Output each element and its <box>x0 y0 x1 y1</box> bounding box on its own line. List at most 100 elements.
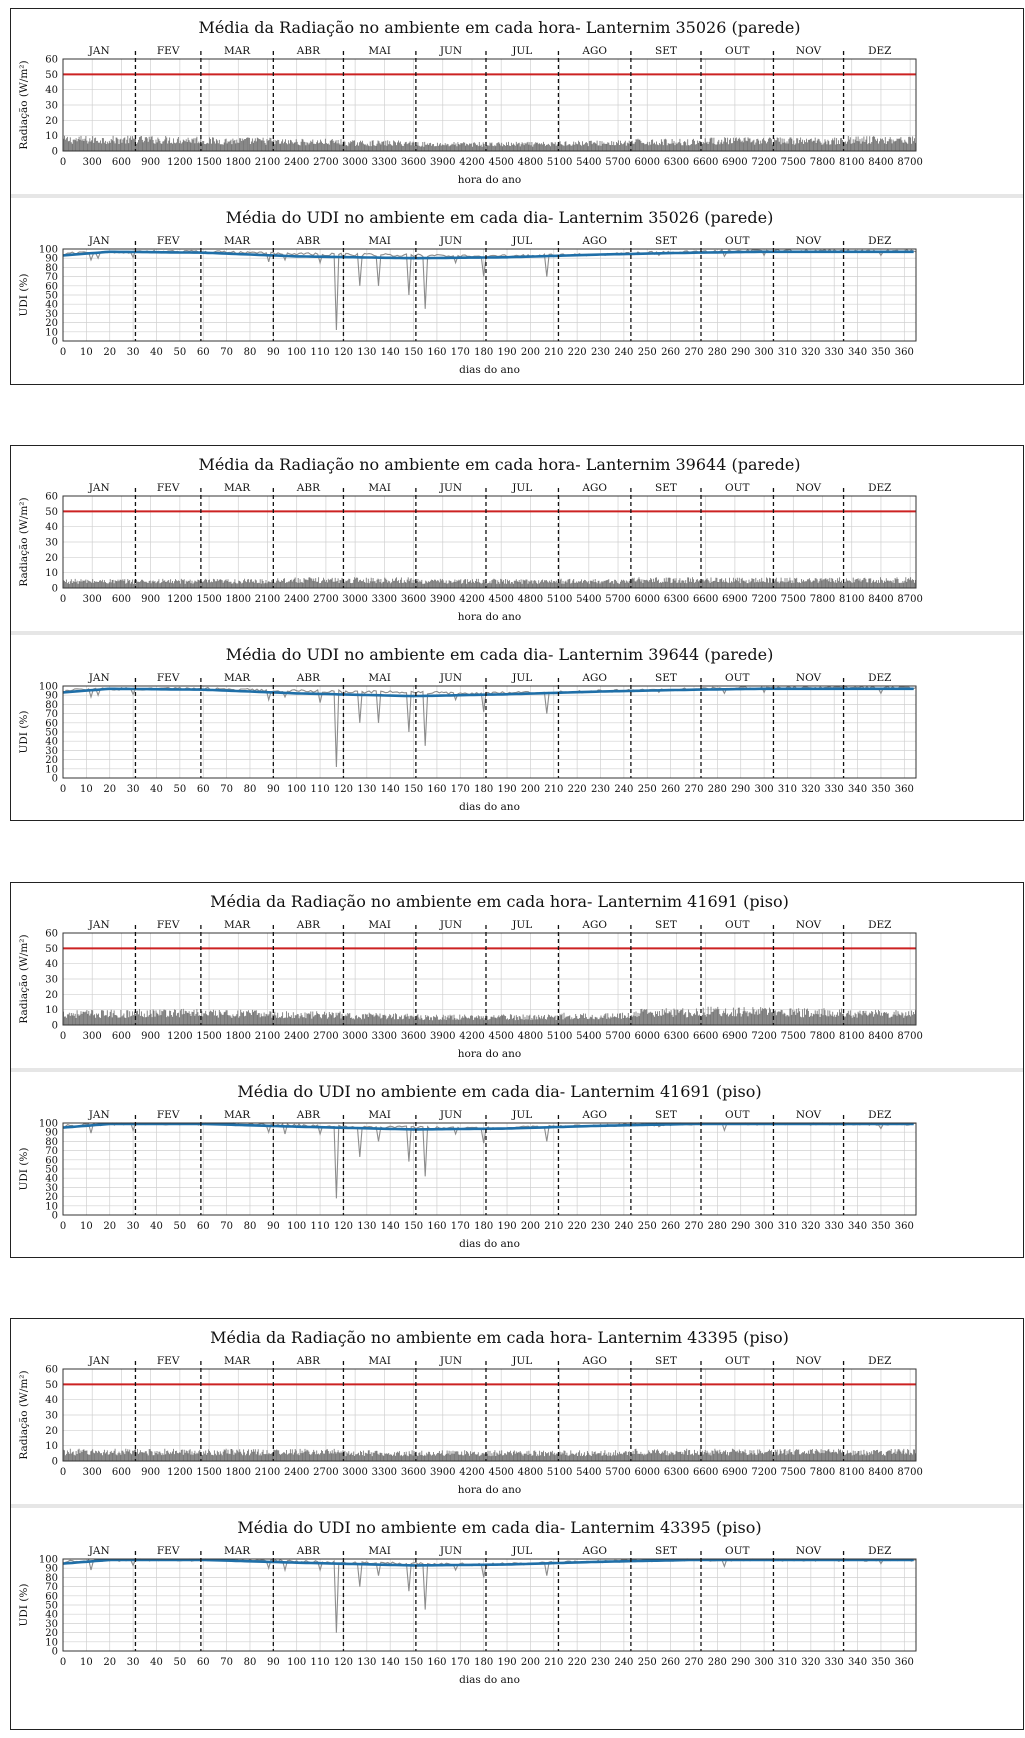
x-tick-label: 6900 <box>722 157 747 168</box>
x-tick-label: 250 <box>638 1221 657 1232</box>
month-label: DEZ <box>868 1355 891 1367</box>
grid-lines <box>62 58 916 152</box>
x-tick-label: 230 <box>591 1657 610 1668</box>
x-tick-label: 6900 <box>722 594 747 605</box>
x-tick-label: 900 <box>141 594 160 605</box>
plot-area-border <box>62 685 917 779</box>
x-tick-label: 280 <box>708 1657 727 1668</box>
x-tick-label: 110 <box>311 1221 330 1232</box>
grid-lines <box>62 685 916 779</box>
x-tick-label: 0 <box>60 784 66 795</box>
x-tick-label: 3900 <box>430 1467 455 1478</box>
x-tick-label: 140 <box>381 1657 400 1668</box>
month-label: JUN <box>439 45 462 57</box>
x-tick-label: 230 <box>591 347 610 358</box>
x-tick-label: 6000 <box>635 1031 660 1042</box>
x-tick-label: 3600 <box>401 1031 426 1042</box>
x-tick-label: 2100 <box>255 1031 280 1042</box>
y-axis-label: Radiação (W/m²) <box>18 60 30 149</box>
month-label: AGO <box>581 672 607 684</box>
month-label: DEZ <box>868 482 891 494</box>
month-label: OUT <box>725 45 749 57</box>
x-tick-label: 170 <box>451 1657 470 1668</box>
y-axis-label: Radiação (W/m²) <box>18 1370 30 1459</box>
month-label: MAI <box>368 672 390 684</box>
x-tick-label: 0 <box>60 594 66 605</box>
x-tick-label: 6300 <box>664 1031 689 1042</box>
month-label: NOV <box>796 45 822 57</box>
x-tick-label: 110 <box>311 347 330 358</box>
x-tick-label: 120 <box>334 1221 353 1232</box>
y-tick-label: 40 <box>45 85 58 96</box>
chart-title: Média do UDI no ambiente em cada dia- La… <box>237 1518 761 1537</box>
x-tick-label: 7500 <box>781 1467 806 1478</box>
plot-area-border <box>62 1558 917 1652</box>
x-tick-label: 260 <box>661 347 680 358</box>
x-tick-label: 110 <box>311 784 330 795</box>
y-tick-label: 30 <box>45 538 58 549</box>
y-tick-label: 10 <box>45 131 58 142</box>
month-label: JUN <box>439 919 462 931</box>
x-tick-label: 80 <box>244 784 257 795</box>
x-tick-label: 6900 <box>722 1467 747 1478</box>
x-tick-label: 200 <box>521 1221 540 1232</box>
x-tick-label: 40 <box>150 784 163 795</box>
x-tick-label: 4200 <box>459 594 484 605</box>
y-tick-label: 40 <box>45 959 58 970</box>
month-label: JUL <box>511 482 532 494</box>
y-axis-label: UDI (%) <box>18 274 30 317</box>
x-axis-label: dias do ano <box>459 1674 520 1686</box>
x-tick-label: 2400 <box>284 594 309 605</box>
y-tick-label: 60 <box>45 1155 58 1166</box>
chart-title: Média da Radiação no ambiente em cada ho… <box>198 18 800 37</box>
x-tick-label: 8700 <box>897 157 922 168</box>
x-tick-label: 4800 <box>518 1467 543 1478</box>
x-tick-label: 60 <box>197 347 210 358</box>
x-tick-label: 50 <box>173 784 186 795</box>
x-tick-label: 260 <box>661 784 680 795</box>
x-tick-label: 1800 <box>226 594 251 605</box>
x-tick-label: 280 <box>708 784 727 795</box>
month-label: SET <box>655 482 677 494</box>
month-label: NOV <box>796 1355 822 1367</box>
month-label: JUL <box>511 919 532 931</box>
radiation-bars <box>63 135 916 151</box>
x-tick-label: 8400 <box>868 594 893 605</box>
x-tick-label: 310 <box>778 784 797 795</box>
panel-divider <box>11 194 1023 198</box>
panel-lanternim-43395: Média da Radiação no ambiente em cada ho… <box>10 1318 1024 1730</box>
x-tick-label: 270 <box>684 347 703 358</box>
y-tick-label: 60 <box>45 492 58 503</box>
x-tick-label: 3000 <box>342 157 367 168</box>
x-tick-label: 230 <box>591 1221 610 1232</box>
x-tick-label: 10 <box>80 1657 93 1668</box>
month-label: JAN <box>88 45 110 57</box>
x-tick-label: 330 <box>825 1221 844 1232</box>
x-tick-label: 8100 <box>839 1467 864 1478</box>
x-tick-label: 360 <box>895 1657 914 1668</box>
x-tick-label: 10 <box>80 784 93 795</box>
panel-divider <box>11 631 1023 635</box>
y-tick-label: 50 <box>45 1165 58 1176</box>
radiation-bars <box>63 1448 916 1461</box>
x-tick-label: 300 <box>83 594 102 605</box>
chart-title: Média do UDI no ambiente em cada dia- La… <box>226 208 774 227</box>
x-tick-label: 40 <box>150 1221 163 1232</box>
udi-trend-line <box>62 250 914 260</box>
month-label: ABR <box>296 45 321 57</box>
x-tick-label: 310 <box>778 1221 797 1232</box>
x-tick-label: 6000 <box>635 1467 660 1478</box>
udi-chart-35026: Média do UDI no ambiente em cada dia- La… <box>18 208 917 376</box>
x-tick-label: 250 <box>638 347 657 358</box>
y-tick-label: 100 <box>39 1555 58 1566</box>
month-label: MAR <box>224 919 251 931</box>
x-tick-label: 1500 <box>196 157 221 168</box>
month-label: MAI <box>368 1109 390 1121</box>
y-axis-label: Radiação (W/m²) <box>18 934 30 1023</box>
y-tick-label: 20 <box>45 318 58 329</box>
x-axis-label: hora do ano <box>458 1484 521 1496</box>
y-tick-label: 50 <box>45 70 58 81</box>
x-axis-label: hora do ano <box>458 611 521 623</box>
x-tick-label: 210 <box>544 784 563 795</box>
